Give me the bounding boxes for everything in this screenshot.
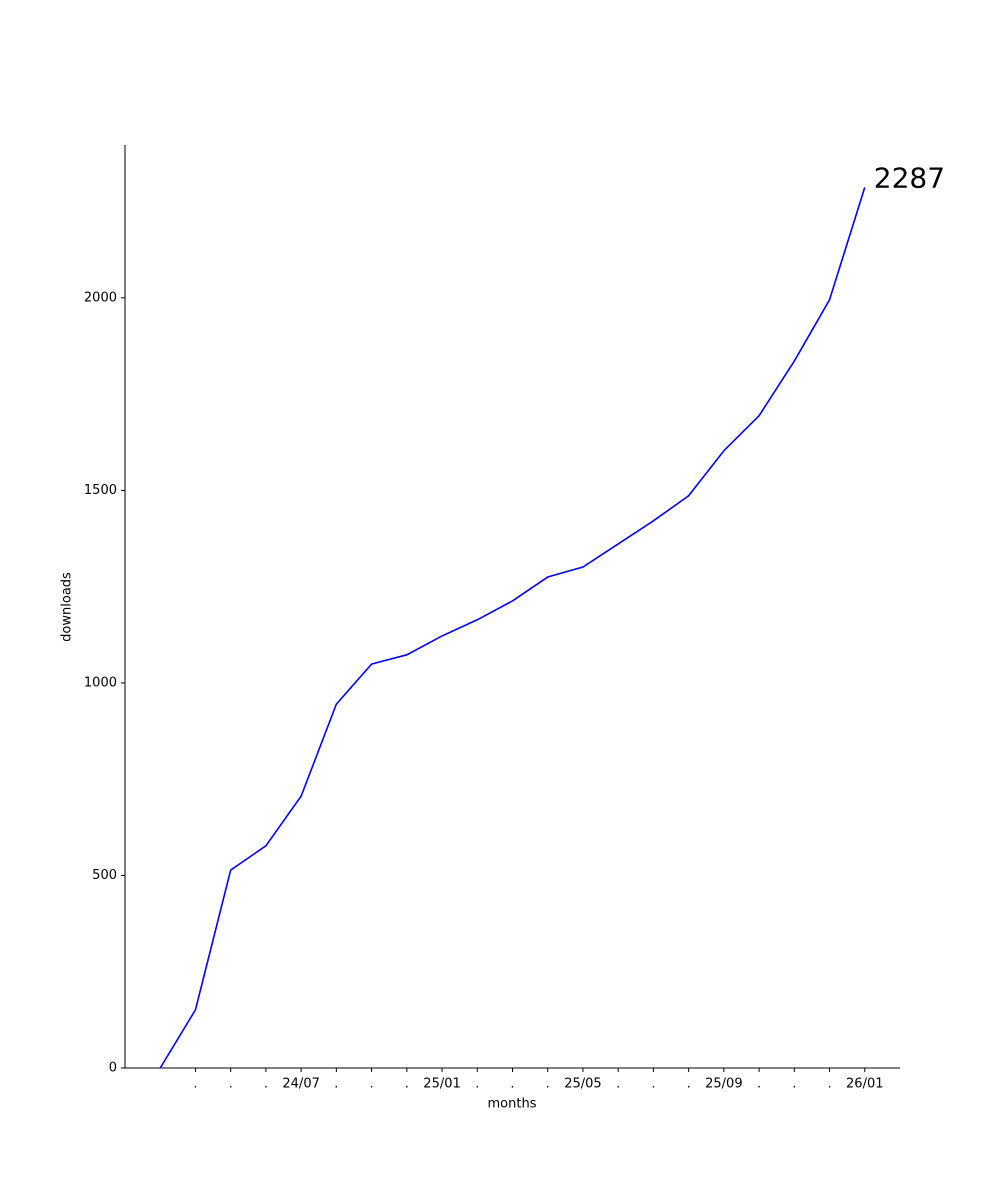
x-tick-label: .: [229, 1077, 233, 1092]
y-tick-label: 2000: [84, 290, 117, 305]
x-tick-label: .: [510, 1077, 514, 1092]
x-tick-label: 25/01: [423, 1077, 460, 1092]
y-tick-label: 0: [109, 1061, 117, 1076]
data-line: [159, 187, 866, 1069]
x-tick-label: .: [264, 1077, 268, 1092]
x-tick-label: .: [651, 1077, 655, 1092]
x-tick-label: .: [792, 1077, 796, 1092]
x-tick-label: .: [687, 1077, 691, 1092]
y-tick-label: 1500: [84, 483, 117, 498]
y-tick-label: 500: [92, 868, 117, 883]
x-tick-label: .: [334, 1077, 338, 1092]
x-tick-label: 26/01: [846, 1077, 883, 1092]
x-tick-label: .: [405, 1077, 409, 1092]
y-axis-label: downloads: [60, 572, 75, 642]
x-tick-label: 25/05: [564, 1077, 601, 1092]
x-tick-label: .: [193, 1077, 197, 1092]
x-tick-label: .: [827, 1077, 831, 1092]
x-tick-label: 24/07: [282, 1077, 319, 1092]
x-tick-label: 25/09: [705, 1077, 742, 1092]
x-tick-label: .: [370, 1077, 374, 1092]
x-axis-label: months: [488, 1097, 537, 1112]
x-tick-label: .: [616, 1077, 620, 1092]
x-tick-label: .: [546, 1077, 550, 1092]
end-label: 2287: [874, 161, 945, 194]
y-tick-label: 1000: [84, 675, 117, 690]
x-tick-label: .: [757, 1077, 761, 1092]
x-tick-label: .: [475, 1077, 479, 1092]
